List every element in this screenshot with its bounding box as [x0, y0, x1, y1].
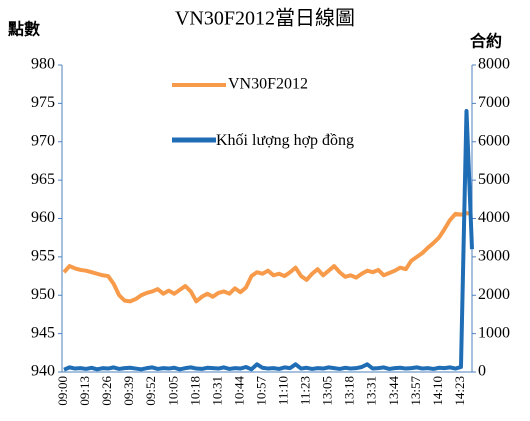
y2-tick-label: 5000: [478, 171, 510, 188]
y-axis-label: 點數: [8, 20, 40, 39]
y-tick-label: 975: [31, 94, 55, 111]
x-tick-label: 13:57: [408, 376, 423, 406]
series-line: [63, 109, 474, 372]
x-tick-label: 11:10: [276, 376, 291, 405]
x-tick-label: 10:18: [187, 376, 202, 406]
y-tick-label: 960: [31, 209, 55, 226]
y2-tick-label: 2000: [478, 286, 510, 303]
y-tick-label: 945: [31, 324, 55, 341]
series-line: [62, 211, 473, 304]
x-tick-label: 11:23: [298, 376, 313, 405]
legend-label: Khối lượng hợp đồng: [216, 132, 355, 149]
y-tick-label: 955: [31, 248, 55, 265]
y-tick-label: 970: [31, 132, 55, 149]
x-tick-label: 10:57: [253, 376, 268, 406]
x-tick-label: 09:39: [121, 376, 136, 406]
x-tick-label: 09:00: [55, 376, 70, 406]
y2-tick-label: 0: [478, 363, 486, 380]
x-tick-label: 10:05: [165, 376, 180, 406]
y-tick-label: 965: [31, 171, 55, 188]
y2-tick-label: 7000: [478, 94, 510, 111]
x-tick-label: 14:23: [452, 376, 467, 406]
y-tick-label: 950: [31, 286, 55, 303]
x-tick-label: 13:05: [320, 376, 335, 406]
chart-title: VN30F2012當日線圖: [175, 7, 355, 30]
y2-tick-label: 6000: [478, 132, 510, 149]
x-tick-label: 14:10: [430, 376, 445, 406]
y2-tick-label: 8000: [478, 56, 510, 73]
y-tick-label: 940: [31, 363, 55, 380]
y2-tick-label: 4000: [478, 209, 510, 226]
x-tick-label: 09:52: [143, 376, 158, 406]
x-tick-label: 09:13: [77, 376, 92, 406]
x-tick-label: 09:26: [99, 376, 114, 406]
y2-tick-label: 1000: [478, 324, 510, 341]
x-tick-label: 13:18: [342, 376, 357, 406]
x-tick-label: 13:31: [364, 376, 379, 406]
y-tick-label: 980: [31, 56, 55, 73]
legend-label: VN30F2012: [228, 76, 308, 93]
y2-axis-label: 合約: [470, 32, 502, 51]
x-tick-label: 10:44: [231, 376, 246, 406]
legend-item: Khối lượng hợp đồng: [216, 132, 355, 149]
x-tick-label: 10:31: [209, 376, 224, 406]
y2-tick-label: 3000: [478, 248, 510, 265]
x-tick-label: 13:44: [386, 376, 401, 406]
